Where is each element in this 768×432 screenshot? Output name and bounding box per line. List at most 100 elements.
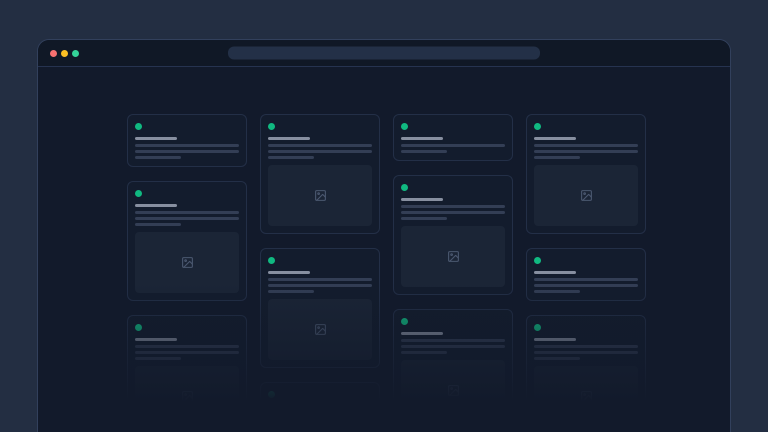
grid-column-1	[127, 114, 247, 432]
skeleton-line	[135, 223, 181, 226]
card[interactable]	[127, 315, 247, 432]
skeleton-line	[534, 357, 580, 360]
grid-column-4	[526, 114, 646, 432]
image-icon	[447, 250, 460, 263]
skeleton-line	[401, 211, 505, 214]
skeleton-line	[401, 217, 447, 220]
skeleton-line	[135, 211, 239, 214]
grid-column-3	[393, 114, 513, 432]
skeleton-title	[268, 137, 310, 140]
window-controls	[50, 49, 79, 57]
browser-window	[37, 39, 731, 432]
skeleton-line	[401, 205, 505, 208]
skeleton-title	[135, 338, 177, 341]
status-dot-icon	[401, 318, 408, 325]
skeleton-title	[401, 332, 443, 335]
image-icon	[314, 323, 327, 336]
skeleton-title	[534, 271, 576, 274]
browser-viewport	[38, 67, 730, 432]
card[interactable]	[393, 309, 513, 429]
skeleton-line	[534, 290, 580, 293]
status-dot-icon	[534, 257, 541, 264]
image-placeholder	[268, 165, 372, 226]
card[interactable]	[393, 175, 513, 295]
card[interactable]	[260, 382, 380, 432]
card-grid	[127, 114, 646, 432]
status-dot-icon	[534, 123, 541, 130]
skeleton-line	[135, 217, 239, 220]
skeleton-line	[534, 351, 638, 354]
skeleton-line	[135, 351, 239, 354]
image-placeholder	[135, 232, 239, 293]
skeleton-line	[401, 351, 447, 354]
card[interactable]	[526, 315, 646, 432]
card[interactable]	[526, 248, 646, 301]
card[interactable]	[260, 248, 380, 368]
skeleton-title	[135, 204, 177, 207]
image-icon	[447, 384, 460, 397]
skeleton-line	[135, 345, 239, 348]
skeleton-line	[534, 150, 638, 153]
status-dot-icon	[534, 324, 541, 331]
skeleton-title	[401, 198, 443, 201]
skeleton-line	[534, 284, 638, 287]
image-icon	[580, 390, 593, 403]
image-placeholder	[135, 366, 239, 427]
skeleton-line	[135, 357, 181, 360]
status-dot-icon	[135, 324, 142, 331]
image-placeholder	[534, 165, 638, 226]
skeleton-line	[268, 150, 372, 153]
skeleton-line	[534, 144, 638, 147]
status-dot-icon	[401, 184, 408, 191]
skeleton-line	[135, 150, 239, 153]
grid-column-2	[260, 114, 380, 432]
status-dot-icon	[401, 123, 408, 130]
skeleton-title	[401, 137, 443, 140]
address-bar[interactable]	[228, 46, 540, 60]
status-dot-icon	[268, 123, 275, 130]
skeleton-line	[268, 290, 314, 293]
skeleton-line	[268, 412, 372, 415]
card[interactable]	[260, 114, 380, 234]
skeleton-title	[268, 405, 310, 408]
skeleton-title	[135, 137, 177, 140]
skeleton-line	[534, 278, 638, 281]
image-placeholder	[401, 360, 505, 421]
image-placeholder	[534, 366, 638, 427]
skeleton-line	[401, 150, 447, 153]
image-icon	[181, 256, 194, 269]
close-window-button[interactable]	[50, 49, 57, 57]
card[interactable]	[127, 181, 247, 301]
skeleton-line	[135, 144, 239, 147]
skeleton-line	[135, 156, 181, 159]
minimize-window-button[interactable]	[61, 49, 68, 57]
skeleton-line	[534, 345, 638, 348]
skeleton-line	[401, 339, 505, 342]
card[interactable]	[526, 114, 646, 234]
skeleton-title	[534, 338, 576, 341]
image-icon	[181, 390, 194, 403]
skeleton-line	[268, 424, 314, 427]
card[interactable]	[393, 114, 513, 161]
image-icon	[314, 189, 327, 202]
status-dot-icon	[268, 257, 275, 264]
skeleton-line	[268, 284, 372, 287]
skeleton-line	[268, 418, 372, 421]
skeleton-line	[268, 156, 314, 159]
image-placeholder	[268, 299, 372, 360]
status-dot-icon	[135, 190, 142, 197]
status-dot-icon	[135, 123, 142, 130]
skeleton-line	[268, 144, 372, 147]
skeleton-line	[268, 278, 372, 281]
skeleton-line	[401, 144, 505, 147]
image-placeholder	[401, 226, 505, 287]
image-icon	[580, 189, 593, 202]
skeleton-title	[534, 137, 576, 140]
skeleton-title	[268, 271, 310, 274]
card[interactable]	[127, 114, 247, 167]
browser-titlebar	[38, 40, 730, 67]
status-dot-icon	[268, 391, 275, 398]
maximize-window-button[interactable]	[72, 49, 79, 57]
skeleton-line	[401, 345, 505, 348]
